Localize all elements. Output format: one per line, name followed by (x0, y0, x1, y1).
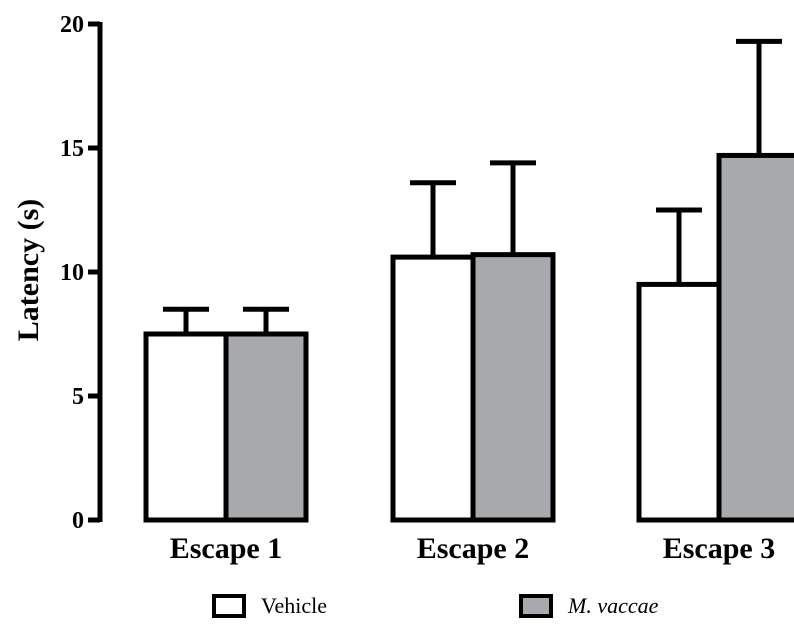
legend: Vehicle M. vaccae (212, 593, 659, 618)
bar-vehicle-2 (390, 254, 476, 523)
y-tick-label: 20 (60, 12, 84, 38)
legend-label-vehicle: Vehicle (261, 593, 327, 618)
y-axis-label: Latency (s) (12, 199, 45, 341)
category-labels: Escape 1 Escape 2 Escape 3 (170, 532, 776, 565)
category-label-2: Escape 2 (417, 532, 530, 565)
bar-vehicle-3 (636, 281, 722, 523)
category-label-3: Escape 3 (663, 532, 776, 565)
legend-label-m-vaccae: M. vaccae (567, 593, 659, 618)
legend-swatch-vehicle (212, 594, 246, 618)
y-tick-label: 15 (60, 136, 84, 162)
y-tick-label: 0 (72, 508, 84, 534)
bar-m-vaccae-2 (470, 252, 556, 523)
bar-vehicle-1 (143, 331, 229, 523)
y-tick-label: 5 (72, 384, 84, 410)
category-label-1: Escape 1 (170, 532, 283, 565)
bar-m-vaccae-3 (716, 152, 794, 523)
bar-m-vaccae-1 (223, 331, 309, 523)
y-axis: 0 5 10 15 20 (60, 12, 103, 534)
bars (143, 38, 794, 523)
y-tick-label: 10 (60, 260, 84, 286)
legend-swatch-m-vaccae (519, 594, 553, 618)
